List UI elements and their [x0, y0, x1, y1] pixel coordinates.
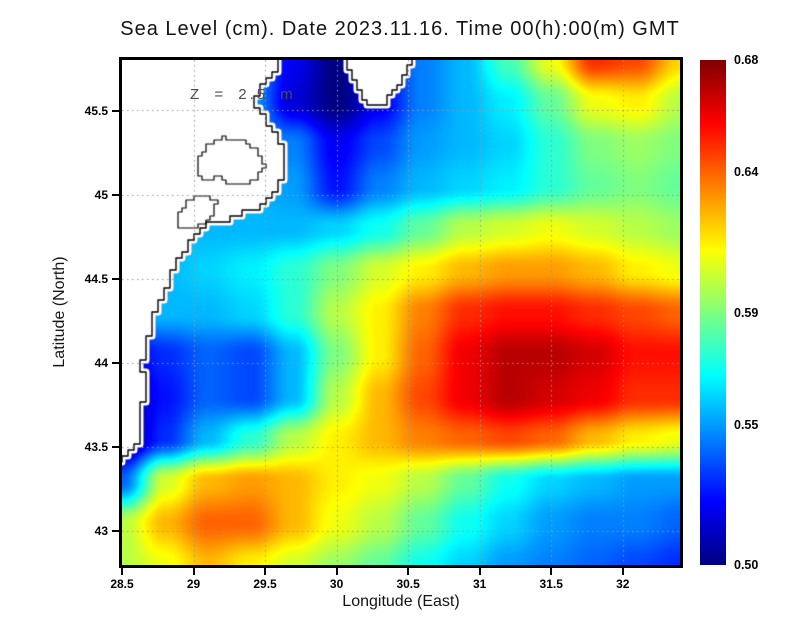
y-tick — [112, 446, 119, 449]
colorbar-tick-label: 0.68 — [734, 53, 759, 67]
x-tick — [478, 568, 481, 575]
colorbar-tick-label: 0.50 — [734, 558, 759, 572]
x-tick — [192, 568, 195, 575]
y-tick-label: 44 — [94, 356, 108, 370]
x-tick — [550, 568, 553, 575]
x-tick — [621, 568, 624, 575]
x-tick — [407, 568, 410, 575]
x-tick — [335, 568, 338, 575]
depth-annotation: Z = 2.5 m — [190, 86, 296, 103]
colorbar-tick-label: 0.59 — [734, 305, 759, 320]
x-tick-label: 29.5 — [253, 577, 277, 591]
y-tick — [112, 193, 119, 196]
x-tick-label: 32 — [616, 577, 630, 591]
x-tick-label: 31 — [473, 577, 487, 591]
colorbar-gradient — [700, 60, 726, 565]
x-tick — [264, 568, 267, 575]
plot-frame: Z = 2.5 m — [119, 57, 683, 568]
y-axis-title: Latitude (North) — [51, 256, 68, 368]
heatmap-canvas — [122, 60, 680, 565]
y-tick-label: 43.5 — [84, 440, 108, 455]
y-tick-label: 43 — [94, 524, 108, 539]
x-axis-title: Longitude (East) — [342, 593, 460, 610]
y-tick-label: 45.5 — [84, 103, 108, 118]
x-tick-label: 28.5 — [110, 577, 134, 591]
colorbar-tick-label: 0.55 — [734, 417, 759, 432]
x-tick-label: 30 — [329, 577, 344, 591]
y-tick — [112, 277, 119, 280]
y-tick — [112, 530, 119, 533]
x-tick-label: 30.5 — [396, 577, 420, 591]
y-tick — [112, 109, 119, 112]
x-tick — [121, 568, 123, 575]
figure-title: Sea Level (cm). Date 2023.11.16. Time 00… — [120, 18, 680, 40]
y-tick-label: 44.5 — [84, 271, 108, 286]
y-tick-label: 45 — [94, 187, 108, 202]
x-tick-label: 31.5 — [539, 577, 563, 591]
colorbar-tick-label: 0.64 — [734, 165, 759, 180]
x-tick-label: 29 — [186, 577, 201, 591]
y-tick — [112, 362, 119, 364]
